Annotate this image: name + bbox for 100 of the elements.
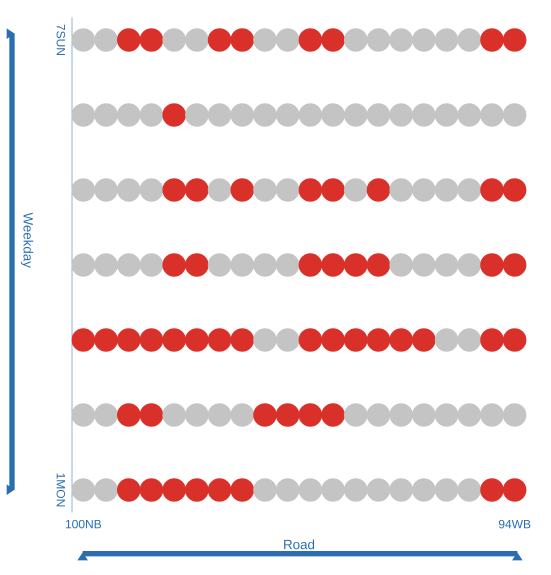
point: [230, 103, 254, 127]
point: [140, 328, 164, 352]
point: [366, 328, 390, 352]
point: [298, 478, 322, 502]
point: [412, 253, 436, 277]
point: [140, 253, 164, 277]
point: [389, 103, 413, 127]
point: [253, 478, 277, 502]
point: [458, 103, 481, 127]
point: [276, 178, 300, 202]
point: [94, 103, 118, 127]
point: [253, 28, 277, 52]
point: [389, 478, 413, 502]
point: [208, 103, 232, 127]
point: [480, 403, 504, 427]
point: [94, 478, 118, 502]
point: [276, 28, 300, 52]
point: [321, 478, 345, 502]
point: [208, 178, 232, 202]
point: [276, 253, 300, 277]
point: [94, 253, 118, 277]
point: [72, 253, 96, 277]
point: [458, 178, 481, 202]
x-tick-label: 100NB: [66, 520, 102, 528]
point: [276, 478, 300, 502]
point: [502, 103, 526, 127]
point: [94, 403, 118, 427]
point: [185, 103, 209, 127]
point: [253, 253, 277, 277]
point: [412, 328, 436, 352]
point: [276, 103, 300, 127]
point: [117, 178, 140, 202]
point: [389, 178, 413, 202]
point: [185, 403, 209, 427]
point: [366, 403, 390, 427]
point: [412, 178, 436, 202]
point: [253, 178, 277, 202]
point: [344, 103, 368, 127]
point: [185, 328, 209, 352]
point: [72, 28, 96, 52]
point: [366, 28, 390, 52]
point: [72, 328, 96, 352]
point: [389, 403, 413, 427]
point: [162, 28, 186, 52]
point: [412, 103, 436, 127]
point: [94, 178, 118, 202]
point: [298, 103, 322, 127]
point: [366, 103, 390, 127]
point: [344, 178, 368, 202]
point: [344, 403, 368, 427]
point: [502, 328, 526, 352]
point: [412, 478, 436, 502]
point: [434, 403, 458, 427]
point: [366, 478, 390, 502]
point: [162, 403, 186, 427]
point: [389, 253, 413, 277]
x-tick-label: 94WB: [498, 520, 530, 528]
point: [117, 103, 140, 127]
point: [389, 328, 413, 352]
point: [72, 403, 96, 427]
y-tick-label: 7SUN: [56, 24, 66, 55]
point: [72, 478, 96, 502]
point: [185, 28, 209, 52]
point: [321, 328, 345, 352]
point: [434, 253, 458, 277]
point: [344, 478, 368, 502]
point: [253, 103, 277, 127]
point: [458, 253, 481, 277]
point: [94, 328, 118, 352]
point: [389, 28, 413, 52]
point: [208, 253, 232, 277]
point: [298, 328, 322, 352]
point: [412, 28, 436, 52]
point: [230, 328, 254, 352]
point: [412, 403, 436, 427]
point: [162, 328, 186, 352]
point: [434, 103, 458, 127]
point: [434, 178, 458, 202]
point: [140, 103, 164, 127]
point: [94, 28, 118, 52]
point: [458, 478, 481, 502]
y-axis-title: Weekday: [20, 212, 34, 268]
point: [434, 478, 458, 502]
point: [72, 103, 96, 127]
point: [230, 253, 254, 277]
point: [117, 253, 140, 277]
point: [72, 178, 96, 202]
point: [480, 103, 504, 127]
point: [480, 328, 504, 352]
point: [117, 328, 140, 352]
point: [502, 403, 526, 427]
point: [344, 328, 368, 352]
point: [458, 403, 481, 427]
point: [344, 28, 368, 52]
point: [230, 403, 254, 427]
point: [208, 328, 232, 352]
point: [458, 28, 481, 52]
point: [321, 103, 345, 127]
point: [140, 178, 164, 202]
y-tick-label: 1MON: [56, 474, 66, 506]
